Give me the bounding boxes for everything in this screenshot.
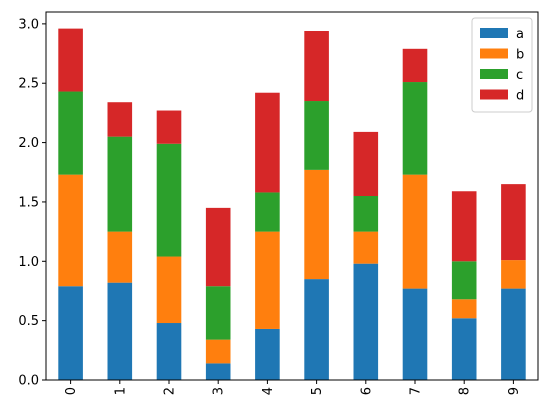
legend-box [471, 17, 533, 113]
legend-swatch-c [480, 69, 508, 79]
legend-label-b: b [516, 48, 524, 63]
legend-swatch-d [480, 89, 508, 100]
legend-swatch-a [480, 28, 508, 38]
bar-d-7 [402, 48, 428, 83]
bar-d-9 [501, 184, 526, 261]
legend-label-d: d [516, 89, 524, 104]
bar-d-2 [156, 110, 182, 144]
bar-a-1 [107, 282, 133, 380]
x-tick-label-9: 9 [507, 387, 522, 395]
bar-b-9 [501, 260, 526, 289]
x-tick-label-6: 6 [359, 387, 374, 395]
x-tick-label-1: 1 [113, 387, 128, 395]
bar-a-7 [402, 288, 428, 380]
y-tick-label-2.0: 2.0 [18, 136, 39, 151]
bar-a-2 [156, 323, 182, 380]
y-axis: 0.0 0.5 1.0 1.5 2.0 2.5 3.0 [18, 17, 46, 389]
x-tick-label-8: 8 [458, 387, 473, 395]
bar-d-8 [451, 191, 477, 262]
y-tick-label-3.0: 3.0 [18, 17, 39, 32]
bar-c-0 [58, 91, 83, 175]
bar-c-2 [156, 143, 182, 257]
bar-c-6 [353, 196, 379, 232]
bar-a-9 [501, 288, 526, 380]
y-tick-label-2.5: 2.5 [18, 77, 39, 92]
bar-c-4 [255, 192, 280, 232]
y-tick-label-1.0: 1.0 [18, 255, 39, 270]
bar-a-0 [58, 286, 83, 380]
x-tick-label-5: 5 [310, 387, 325, 395]
bar-b-7 [402, 174, 428, 289]
bar-b-6 [353, 231, 379, 264]
bar-a-6 [353, 263, 379, 380]
x-tick-label-7: 7 [409, 387, 424, 395]
bar-b-8 [451, 299, 477, 319]
bar-d-0 [58, 28, 83, 92]
bars-group [58, 28, 526, 380]
bar-c-7 [402, 82, 428, 175]
plot-frame [45, 11, 539, 381]
bar-c-3 [205, 286, 231, 340]
legend-label-c: c [516, 68, 523, 83]
bar-b-2 [156, 256, 182, 324]
bar-d-5 [304, 30, 329, 102]
y-tick-label-0.0: 0.0 [18, 374, 39, 389]
bar-a-3 [205, 363, 231, 380]
legend-swatch-b [480, 48, 508, 59]
bar-a-4 [255, 328, 280, 380]
y-tick-label-0.5: 0.5 [18, 314, 39, 329]
x-tick-label-3: 3 [212, 387, 227, 395]
bar-b-4 [255, 231, 280, 329]
bar-b-1 [107, 231, 133, 283]
bar-d-1 [107, 102, 133, 137]
x-tick-label-4: 4 [261, 387, 276, 395]
bar-d-6 [353, 131, 379, 196]
bar-d-3 [205, 207, 231, 287]
x-tick-label-0: 0 [64, 387, 79, 395]
x-axis: 0 1 2 3 4 5 6 7 8 9 [64, 380, 522, 395]
bar-c-1 [107, 136, 133, 232]
bar-c-8 [451, 261, 477, 300]
y-tick-label-1.5: 1.5 [18, 195, 39, 210]
bar-d-4 [255, 92, 280, 193]
bar-b-0 [58, 174, 83, 287]
bar-b-3 [205, 339, 231, 364]
bar-a-8 [451, 318, 477, 380]
bar-b-5 [304, 169, 329, 280]
bar-c-5 [304, 101, 329, 170]
bar-a-5 [304, 279, 329, 380]
legend-label-a: a [516, 27, 524, 42]
x-tick-label-2: 2 [163, 387, 178, 395]
